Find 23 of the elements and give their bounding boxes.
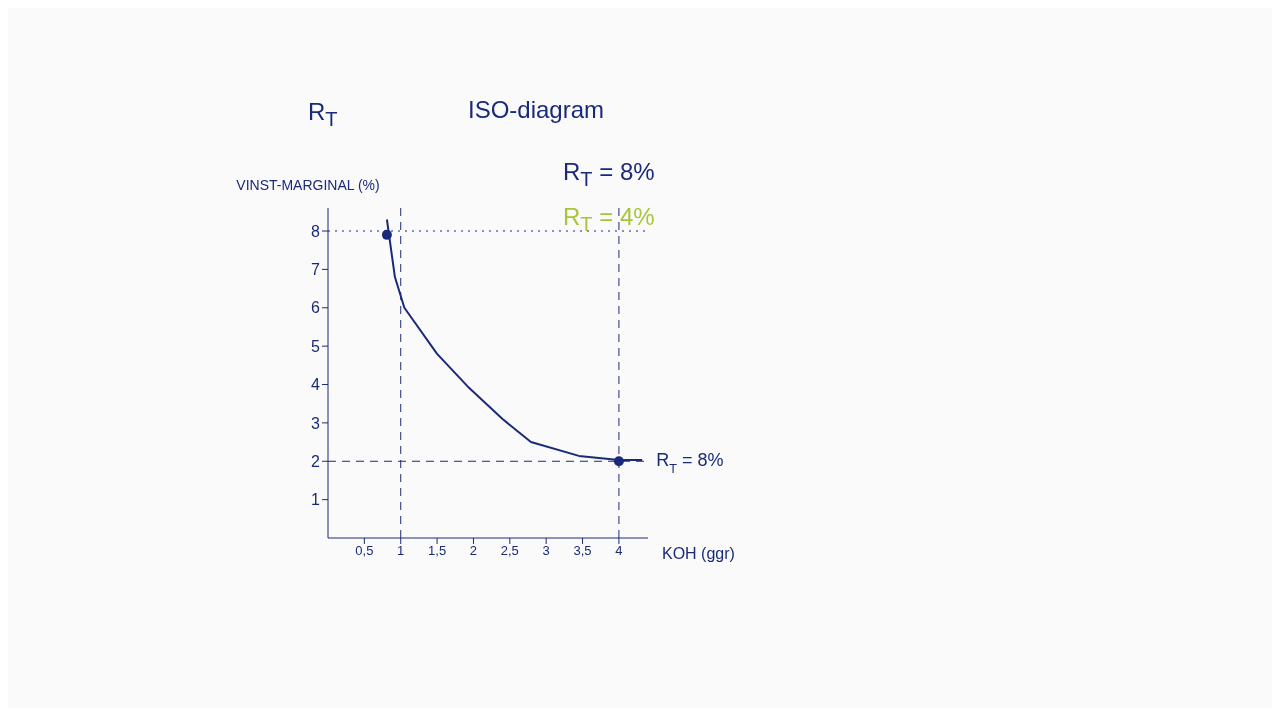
y-axis-title: VINST-MARGINAL (%) <box>236 177 380 193</box>
x-tick-label: 1,5 <box>428 543 447 559</box>
x-tick-label: 2,5 <box>500 543 519 559</box>
x-axis-title: KOH (ggr) <box>662 544 735 562</box>
annotation: R$_{T}$ = 4% <box>563 203 655 236</box>
series-label: R$_{T}$ = 8% <box>656 450 724 477</box>
y-tick-label: 2 <box>311 452 321 470</box>
text: R$_{T}$ = 8% <box>563 158 655 191</box>
x-tick-label: 0,5 <box>355 543 374 559</box>
x-tick-label: 3,5 <box>573 543 592 559</box>
y-tick-label: 8 <box>311 222 321 240</box>
y-tick-label: 5 <box>311 337 321 355</box>
y-tick-label: 7 <box>311 261 321 279</box>
y-tick-label: 1 <box>311 491 321 509</box>
text: R$_{T}$ <box>308 98 338 131</box>
x-tick-label: 2 <box>469 543 478 559</box>
y-tick-label: 4 <box>311 376 321 394</box>
y-tick-label: 6 <box>311 299 321 317</box>
x-tick-label: 4 <box>615 543 623 559</box>
chart-title: ISO-diagram <box>468 96 605 124</box>
x-tick-label: 1 <box>397 543 405 559</box>
x-tick-label: 3 <box>542 543 550 559</box>
y-tick-label: 3 <box>311 414 321 432</box>
